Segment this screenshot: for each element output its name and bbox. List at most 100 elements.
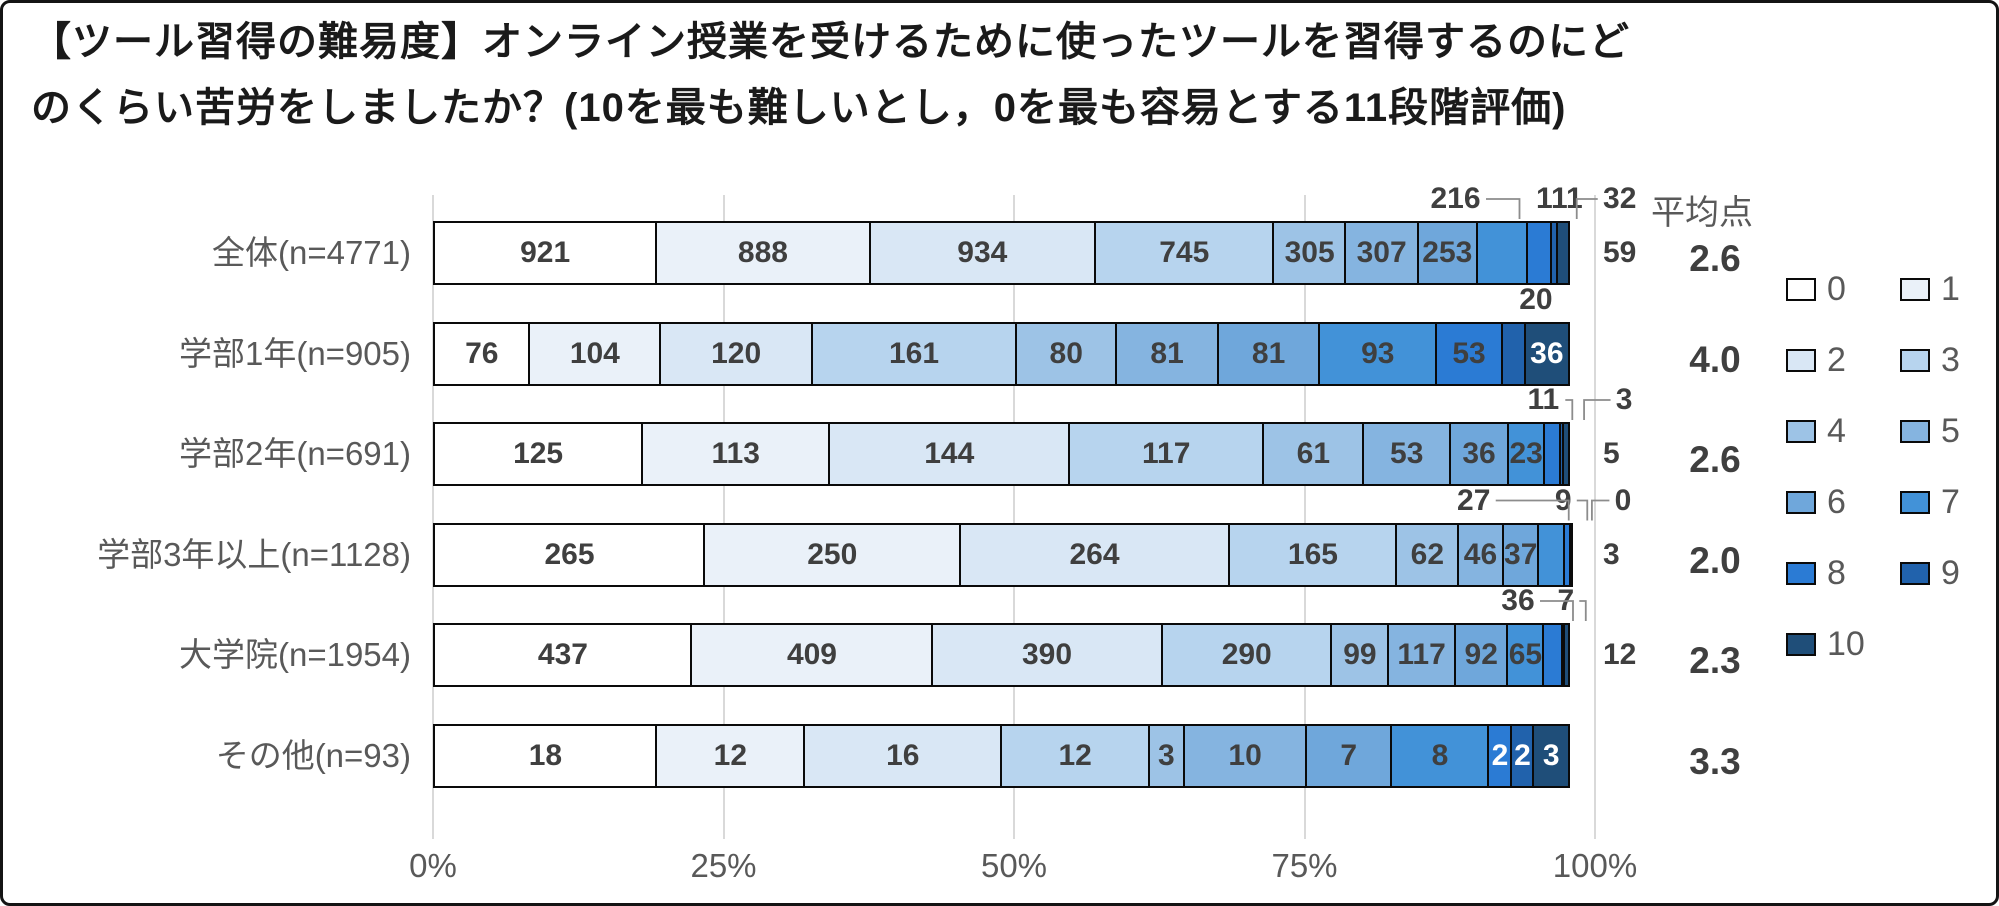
bar-segment: 888 (654, 221, 872, 285)
bar-segment: 8 (1390, 723, 1490, 788)
bar-segment: 36 (1523, 321, 1570, 386)
bar-segment (1475, 221, 1529, 285)
bar-segment-value-label: 305 (1284, 236, 1335, 269)
legend-swatch (1786, 490, 1816, 514)
bar-segment: 3 (1532, 723, 1570, 788)
average-score-value: 4.0 (1689, 338, 1741, 380)
x-axis-tick-label: 75% (1271, 847, 1338, 884)
bar-segment: 250 (703, 522, 962, 587)
bar-segment: 117 (1067, 422, 1265, 486)
legend-swatch (1900, 561, 1930, 585)
bar-segment-value-label: 18 (528, 738, 563, 772)
bar-segment-value-label: 8 (1431, 738, 1449, 772)
bar-segment-value-label: 12 (713, 738, 748, 772)
gridline (722, 195, 725, 839)
bar-segment-value-label: 265 (544, 537, 595, 571)
bar-segment: 81 (1115, 321, 1220, 386)
legend-label: 6 (1827, 483, 1846, 521)
row-category-label: 学部2年(n=691) (178, 435, 411, 472)
bar-segment: 61 (1262, 422, 1365, 486)
callout-value-label: 27 (1457, 483, 1491, 517)
legend-item: 1 (1900, 271, 1960, 307)
legend-item: 3 (1900, 342, 1960, 378)
gridline (432, 195, 434, 839)
bar-segment-value-label: 36 (1462, 437, 1496, 470)
x-axis-tick-label: 100% (1552, 847, 1638, 884)
bar-segment-value-label: 93 (1361, 336, 1395, 370)
bar-segment-value-label: 745 (1159, 236, 1210, 269)
stacked-bar: 265 250 264 165 62 46 37 (433, 522, 1595, 587)
bar-segment: 2 (1487, 723, 1513, 788)
bar-segment-value-label: 117 (1397, 638, 1446, 671)
bar-end-value-label: 5 (1603, 437, 1620, 470)
legend-swatch (1900, 419, 1930, 443)
bar-end-value-label: 12 (1603, 638, 1637, 671)
bar-segment-value-label: 2 (1514, 738, 1531, 772)
bar-segment: 65 (1506, 623, 1545, 687)
stacked-bar-chart: 0% 25% 50% 75% 100% 全体(n=4771) 921 888 934 745 305… (3, 3, 1996, 903)
bar-segment: 3 (1147, 723, 1186, 788)
leader-line (1486, 198, 1521, 219)
legend-label: 4 (1827, 412, 1846, 450)
callout-value-label: 7 (1557, 584, 1575, 617)
bar-segment-value-label: 290 (1221, 638, 1272, 671)
bar-segment: 253 (1416, 221, 1479, 285)
row-category-label: その他(n=93) (215, 736, 411, 774)
bar-segment-value-label: 165 (1287, 537, 1338, 571)
bar-segment-value-label: 409 (786, 638, 837, 671)
legend-item: 4 (1786, 413, 1846, 449)
legend-label: 8 (1827, 554, 1846, 592)
bar-segment-value-label: 921 (520, 236, 571, 269)
legend-swatch (1786, 348, 1816, 372)
stacked-bar: 18 12 16 12 3 10 7 8 2 2 3 (433, 723, 1595, 788)
bar-segment-value-label: 80 (1049, 336, 1083, 370)
legend-label: 1 (1941, 270, 1960, 308)
chart-title: 【ツール習得の難易度】オンライン授業を受けるために使ったツールを習得するのにど … (31, 9, 1971, 141)
bar-segment-value-label: 99 (1343, 638, 1377, 671)
bar-segment: 390 (931, 623, 1163, 687)
callout-value-label: 9 (1554, 483, 1572, 517)
bar-segment: 104 (528, 321, 662, 386)
bar-segment-value-label: 46 (1463, 537, 1498, 571)
row-category-label: 学部1年(n=905) (178, 334, 411, 372)
legend-item: 5 (1900, 413, 1960, 449)
bar-segment-value-label: 113 (711, 437, 760, 470)
legend-item: 2 (1786, 342, 1846, 378)
bar-segment-value-label: 62 (1410, 537, 1445, 571)
bar-segment: 7 (1305, 723, 1393, 788)
bar-segment-value-label: 120 (711, 336, 762, 370)
legend-item: 8 (1786, 555, 1846, 591)
bar-segment-value-label: 264 (1069, 537, 1120, 571)
bar-segment-value-label: 2 (1491, 738, 1509, 772)
leader-line (1583, 399, 1611, 420)
bar-segment (1525, 221, 1553, 285)
x-axis-tick-label: 25% (690, 847, 757, 884)
bar-segment-value-label: 253 (1422, 236, 1473, 269)
legend-swatch (1900, 277, 1930, 301)
bar-segment: 161 (810, 321, 1018, 386)
legend-swatch (1786, 632, 1816, 656)
bar-segment (1500, 321, 1527, 386)
bar-segment: 18 (433, 723, 658, 788)
x-axis-tick-label: 50% (980, 847, 1048, 884)
stacked-bar: 921 888 934 745 305 307 253 (433, 221, 1595, 285)
legend-item: 9 (1900, 555, 1960, 591)
leader-line (1565, 399, 1574, 420)
bar-segment-value-label: 104 (569, 336, 620, 370)
bar-segment-value-label: 23 (1509, 437, 1543, 470)
bar-segment: 10 (1182, 723, 1308, 788)
bar-segment-value-label: 65 (1508, 638, 1543, 671)
bar-segment: 76 (433, 321, 531, 386)
bar-segment: 921 (433, 221, 658, 285)
bar-segment-value-label: 117 (1142, 437, 1191, 470)
legend-swatch (1900, 348, 1930, 372)
bar-segment: 120 (659, 321, 814, 386)
chart-title-line-1: 【ツール習得の難易度】オンライン授業を受けるために使ったツールを習得するのにど (31, 20, 1630, 64)
legend-label: 0 (1827, 270, 1846, 308)
bar-segment-value-label: 888 (737, 236, 788, 269)
bar-segment: 144 (828, 422, 1071, 486)
legend-label: 9 (1941, 554, 1960, 592)
bar-segment-value-label: 7 (1340, 738, 1358, 772)
bar-segment-value-label: 250 (807, 537, 858, 571)
bar-segment-value-label: 3 (1158, 738, 1175, 772)
